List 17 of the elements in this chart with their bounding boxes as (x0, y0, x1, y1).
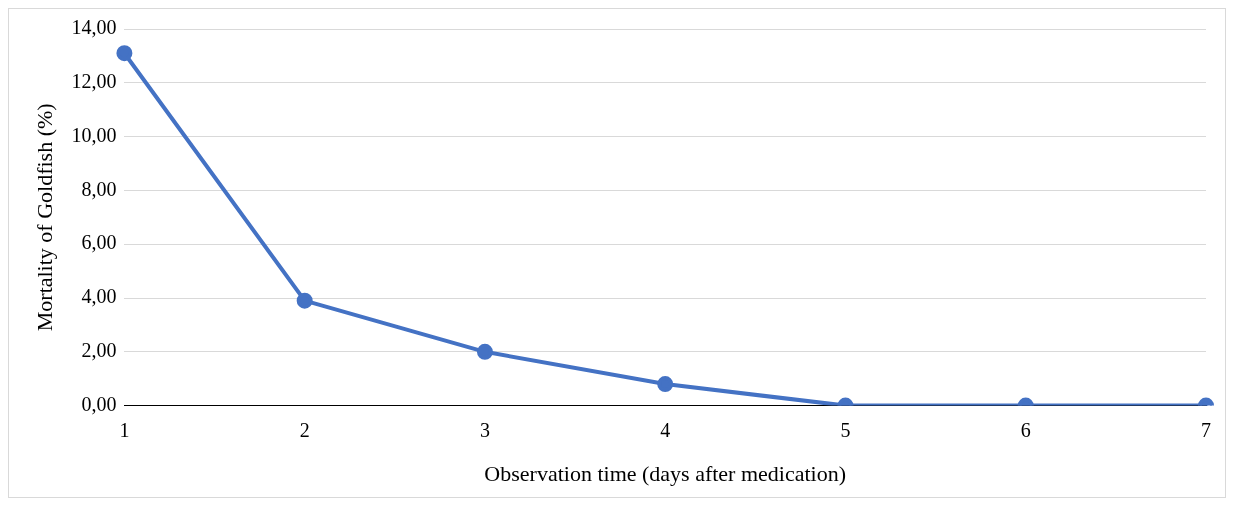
x-tick-label: 6 (1020, 418, 1031, 441)
x-tick-label: 1 (119, 418, 130, 441)
y-tick-label: 4,00 (81, 285, 117, 308)
y-tick-label: 6,00 (81, 231, 117, 254)
x-axis-title: Observation time (days after medication) (484, 460, 847, 486)
x-tick-label: 7 (1201, 418, 1211, 441)
y-tick-label: 10,00 (71, 123, 117, 146)
y-tick-label: 12,00 (71, 70, 117, 93)
x-tick-label: 2 (299, 418, 310, 441)
y-tick-label: 2,00 (81, 339, 117, 362)
y-tick-label: 8,00 (81, 177, 117, 200)
y-tick-label: 0,00 (81, 392, 117, 415)
x-tick-label: 3 (479, 418, 490, 441)
x-tick-label: 4 (660, 418, 671, 441)
y-axis-title: Mortality of Goldfish (%) (31, 103, 57, 332)
x-tick-label: 5 (840, 418, 851, 441)
y-tick-label: 14,00 (71, 16, 117, 39)
